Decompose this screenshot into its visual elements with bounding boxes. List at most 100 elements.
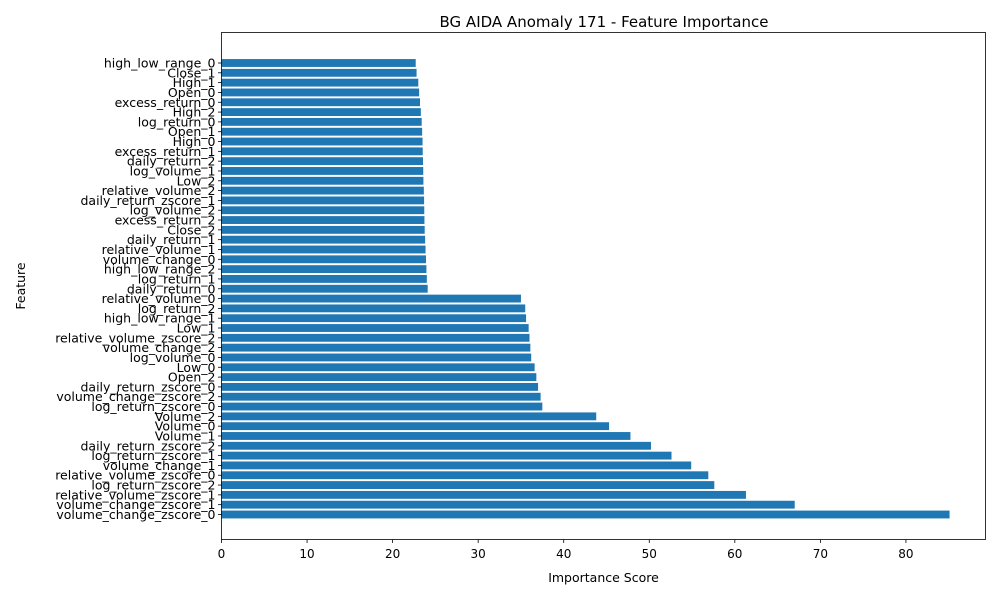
y-tick-label: Close_2	[167, 222, 215, 237]
bar-Open_2	[221, 373, 537, 382]
bar-log_volume_2	[221, 206, 425, 215]
y-tick-label: Low_0	[177, 360, 216, 375]
y-tick-label: daily_return_zscore_0	[80, 379, 215, 394]
bar-log_volume_0	[221, 353, 532, 362]
bar-relative_volume_2	[221, 186, 424, 195]
y-tick-label: volume_change_zscore_2	[56, 389, 215, 404]
bar-Low_2	[221, 176, 424, 185]
x-tick-label: 20	[385, 547, 400, 561]
y-tick-label: excess_return_0	[115, 95, 216, 110]
bar-Volume_2	[221, 412, 597, 421]
y-tick-label: Volume_2	[155, 409, 216, 424]
y-tick-label: Low_2	[177, 173, 216, 188]
y-tick-label: relative_volume_2	[102, 183, 216, 198]
x-tick-label: 50	[642, 547, 657, 561]
y-tick-label: Close_1	[167, 65, 215, 80]
y-tick-label: Volume_0	[155, 419, 216, 434]
bar-relative_volume_zscore_1	[221, 490, 746, 499]
bar-Volume_0	[221, 422, 610, 431]
y-tick-label: log_volume_1	[130, 163, 216, 178]
bar-volume_change_1	[221, 461, 692, 470]
y-tick-label: High_1	[173, 75, 216, 90]
bar-High_1	[221, 78, 419, 87]
y-tick-label: Volume_1	[155, 428, 216, 443]
bar-log_return_zscore_1	[221, 451, 672, 460]
y-tick-label: daily_return_0	[127, 281, 216, 296]
bar-excess_return_1	[221, 147, 423, 156]
y-tick-label: excess_return_1	[115, 144, 216, 159]
x-tick-label: 60	[727, 547, 742, 561]
y-tick-label: relative_volume_zscore_0	[55, 468, 215, 483]
y-tick-label: log_return_0	[138, 114, 216, 129]
bar-daily_return_zscore_1	[221, 196, 425, 205]
y-tick-label: relative_volume_zscore_2	[55, 330, 215, 345]
bar-Open_1	[221, 127, 423, 136]
y-tick-label: log_return_1	[138, 271, 216, 286]
y-tick-label: log_volume_2	[130, 203, 216, 218]
plot-frame	[221, 32, 986, 540]
bar-daily_return_zscore_0	[221, 382, 539, 391]
y-tick-label: daily_return_1	[127, 232, 216, 247]
bars-layer	[221, 59, 950, 519]
y-tick-label: High_0	[173, 134, 216, 149]
bar-High_0	[221, 137, 423, 146]
y-tick-label: High_2	[173, 105, 216, 120]
bar-log_return_2	[221, 304, 526, 313]
bar-relative_volume_0	[221, 294, 521, 303]
y-tick-label: volume_change_zscore_0	[56, 507, 215, 522]
y-tick-label: log_return_zscore_1	[91, 448, 215, 463]
y-tick-label: relative_volume_0	[102, 291, 216, 306]
y-tick-label: high_low_range_2	[104, 262, 216, 277]
bar-log_volume_1	[221, 167, 424, 175]
bar-volume_change_zscore_2	[221, 392, 541, 401]
y-tick-label: daily_return_zscore_1	[80, 193, 215, 208]
y-tick-label: daily_return_2	[127, 154, 216, 169]
bar-daily_return_1	[221, 235, 426, 244]
bar-high_low_range_2	[221, 265, 427, 274]
x-tick-labels: 0 10 20 30 40 50 60 70 80	[218, 539, 914, 561]
bar-daily_return_2	[221, 157, 423, 166]
y-tick-label: log_return_zscore_0	[91, 399, 215, 414]
y-tick-label: excess_return_2	[115, 213, 216, 228]
bar-relative_volume_zscore_0	[221, 471, 709, 480]
x-tick-label: 30	[471, 547, 486, 561]
bar-high_low_range_1	[221, 314, 527, 323]
bar-volume_change_zscore_0	[221, 510, 950, 519]
bar-Open_0	[221, 88, 420, 97]
y-tick-label: high_low_range_0	[104, 56, 216, 71]
chart-title: BG AIDA Anomaly 171 - Feature Importance	[440, 13, 769, 31]
y-tick-label: volume_change_zscore_1	[56, 497, 215, 512]
bar-high_low_range_0	[221, 59, 416, 67]
y-tick-label: volume_change_0	[103, 252, 216, 267]
y-tick-label: Low_1	[177, 321, 216, 336]
y-tick-label: Open_1	[168, 124, 216, 139]
y-tick-label: Open_2	[168, 370, 216, 385]
x-tick-label: 70	[813, 547, 828, 561]
bar-Low_1	[221, 324, 529, 332]
bar-daily_return_0	[221, 284, 428, 293]
bar-Close_2	[221, 225, 425, 234]
y-tick-label: log_return_2	[138, 301, 216, 316]
bar-log_return_1	[221, 275, 427, 283]
y-tick-label: relative_volume_1	[102, 242, 216, 257]
bar-relative_volume_1	[221, 245, 426, 254]
x-axis-label: Importance Score	[548, 570, 659, 585]
y-tick-label: daily_return_zscore_2	[80, 438, 215, 453]
y-tick-label: log_return_zscore_2	[91, 478, 215, 493]
y-tick-label: Open_0	[168, 85, 216, 100]
y-tick-labels: volume_change_zscore_0volume_change_zsco…	[55, 56, 222, 522]
y-axis-label: Feature	[13, 262, 28, 310]
bar-log_return_0	[221, 117, 422, 126]
y-tick-label: relative_volume_zscore_1	[55, 487, 215, 502]
x-tick-label: 10	[299, 547, 314, 561]
bar-volume_change_zscore_1	[221, 500, 795, 509]
y-tick-label: high_low_range_1	[104, 311, 216, 326]
bar-Low_0	[221, 363, 535, 372]
x-tick-label: 40	[556, 547, 571, 561]
bar-log_return_zscore_0	[221, 402, 543, 411]
bar-volume_change_0	[221, 255, 426, 264]
bar-log_return_zscore_2	[221, 481, 715, 489]
bar-excess_return_0	[221, 98, 420, 107]
bar-volume_change_2	[221, 343, 531, 352]
